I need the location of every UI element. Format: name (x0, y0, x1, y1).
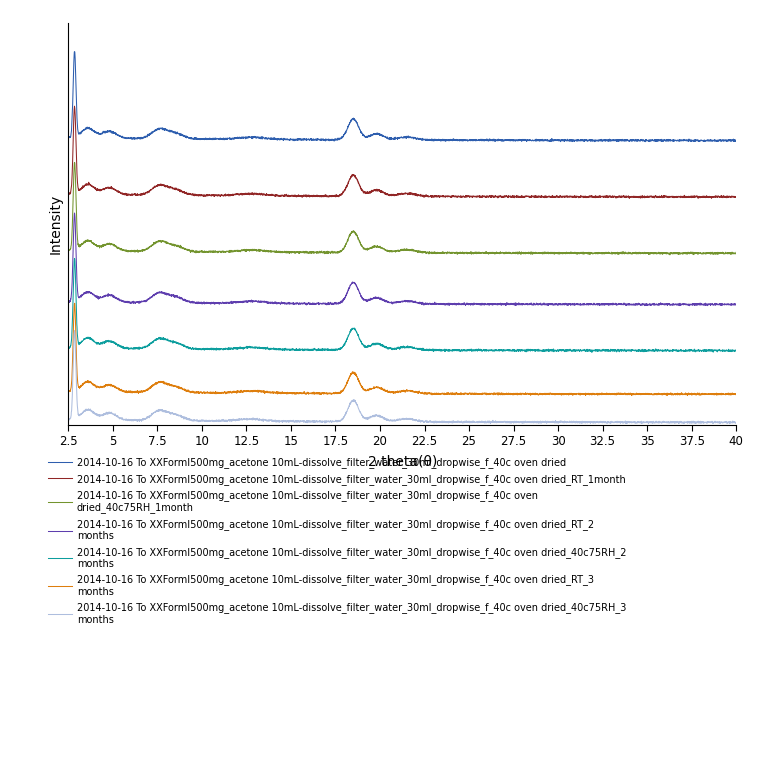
Legend: 2014-10-16 To XXFormI500mg_acetone 10mL-dissolve_filter_water_30ml_dropwise_f_40: 2014-10-16 To XXFormI500mg_acetone 10mL-… (43, 452, 631, 630)
Y-axis label: Intensity: Intensity (49, 194, 63, 254)
X-axis label: 2 theta(θ): 2 theta(θ) (367, 454, 437, 468)
